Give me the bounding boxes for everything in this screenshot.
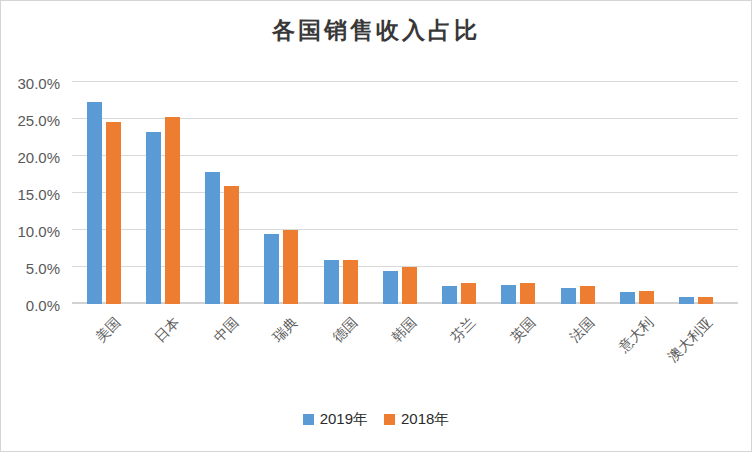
bar-2019年-意大利 — [620, 292, 635, 304]
chart-title: 各国销售收入占比 — [1, 15, 751, 46]
legend-label: 2018年 — [401, 410, 449, 429]
bar-2019年-芬兰 — [442, 286, 457, 304]
legend: 2019年 2018年 — [1, 410, 751, 429]
y-axis-tick-label: 10.0% — [17, 223, 60, 240]
plot-area: 0.0%5.0%10.0%15.0%20.0%25.0%30.0% 美国日本中国… — [72, 82, 738, 304]
legend-item: 2018年 — [384, 410, 449, 429]
bar-group: 瑞典 — [252, 82, 311, 304]
bar-2018年-芬兰 — [461, 283, 476, 304]
bar-group: 法国 — [548, 82, 607, 304]
x-axis-label: 澳大利亚 — [665, 314, 717, 366]
x-axis-label: 韩国 — [388, 314, 421, 347]
y-axis-tick-label: 30.0% — [17, 75, 60, 92]
bar-group: 日本 — [133, 82, 192, 304]
bar-group: 澳大利亚 — [667, 82, 726, 304]
x-axis-label: 日本 — [151, 314, 184, 347]
bar-2019年-韩国 — [383, 271, 398, 304]
bar-2019年-德国 — [324, 260, 339, 304]
y-axis-tick-label: 0.0% — [26, 297, 60, 314]
bar-2018年-瑞典 — [283, 230, 298, 304]
bar-2019年-澳大利亚 — [679, 297, 694, 304]
bar-2019年-英国 — [501, 285, 516, 304]
bar-2018年-美国 — [106, 122, 121, 304]
x-axis-label: 德国 — [329, 314, 362, 347]
bar-group: 英国 — [489, 82, 548, 304]
bar-2019年-法国 — [561, 288, 576, 304]
bar-2019年-中国 — [205, 172, 220, 304]
bar-group: 德国 — [311, 82, 370, 304]
bar-group: 美国 — [74, 82, 133, 304]
bar-2019年-瑞典 — [264, 234, 279, 304]
x-axis-label: 美国 — [92, 314, 125, 347]
bar-2018年-中国 — [224, 186, 239, 304]
bar-2018年-法国 — [580, 286, 595, 304]
bar-2019年-日本 — [146, 132, 161, 304]
x-axis-label: 法国 — [566, 314, 599, 347]
bar-2018年-澳大利亚 — [698, 297, 713, 304]
y-axis-tick-label: 5.0% — [26, 260, 60, 277]
legend-swatch-icon — [303, 414, 314, 425]
y-axis-tick-label: 15.0% — [17, 186, 60, 203]
legend-swatch-icon — [384, 414, 395, 425]
x-axis-label: 芬兰 — [447, 314, 480, 347]
bar-2018年-意大利 — [639, 291, 654, 304]
bar-2018年-英国 — [520, 283, 535, 304]
bar-2018年-德国 — [343, 260, 358, 304]
bar-group: 中国 — [193, 82, 252, 304]
bars-layer: 美国日本中国瑞典德国韩国芬兰英国法国意大利澳大利亚 — [74, 82, 726, 304]
x-axis-label: 瑞典 — [270, 314, 303, 347]
y-axis-tick-label: 20.0% — [17, 149, 60, 166]
bar-2018年-韩国 — [402, 267, 417, 304]
legend-label: 2019年 — [320, 410, 368, 429]
bar-group: 韩国 — [370, 82, 429, 304]
legend-item: 2019年 — [303, 410, 368, 429]
bar-2018年-日本 — [165, 117, 180, 304]
bar-group: 芬兰 — [430, 82, 489, 304]
chart-container: 各国销售收入占比 0.0%5.0%10.0%15.0%20.0%25.0%30.… — [0, 0, 752, 452]
y-axis-tick-label: 25.0% — [17, 112, 60, 129]
bar-2019年-美国 — [87, 102, 102, 304]
x-axis-label: 意大利 — [615, 314, 657, 356]
x-axis-label: 英国 — [507, 314, 540, 347]
x-axis-label: 中国 — [210, 314, 243, 347]
bar-group: 意大利 — [607, 82, 666, 304]
